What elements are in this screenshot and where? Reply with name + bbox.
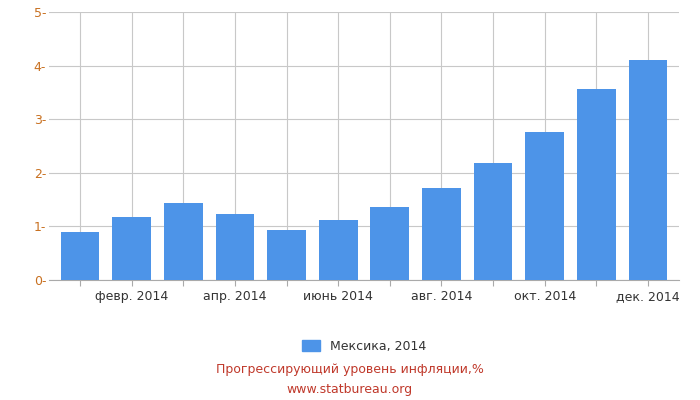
Bar (422, 188, 461, 280)
Bar (164, 203, 202, 280)
Bar (370, 207, 410, 280)
Text: Прогрессирующий уровень инфляции,%: Прогрессирующий уровень инфляции,% (216, 364, 484, 376)
Bar (112, 217, 151, 280)
Text: www.statbureau.org: www.statbureau.org (287, 384, 413, 396)
Legend: Мексика, 2014: Мексика, 2014 (302, 340, 426, 353)
Bar (629, 60, 667, 280)
Bar (577, 89, 616, 280)
Bar (526, 132, 564, 280)
Bar (61, 232, 99, 280)
Bar (216, 214, 254, 280)
Bar (474, 163, 512, 280)
Bar (267, 230, 306, 280)
Bar (318, 220, 358, 280)
